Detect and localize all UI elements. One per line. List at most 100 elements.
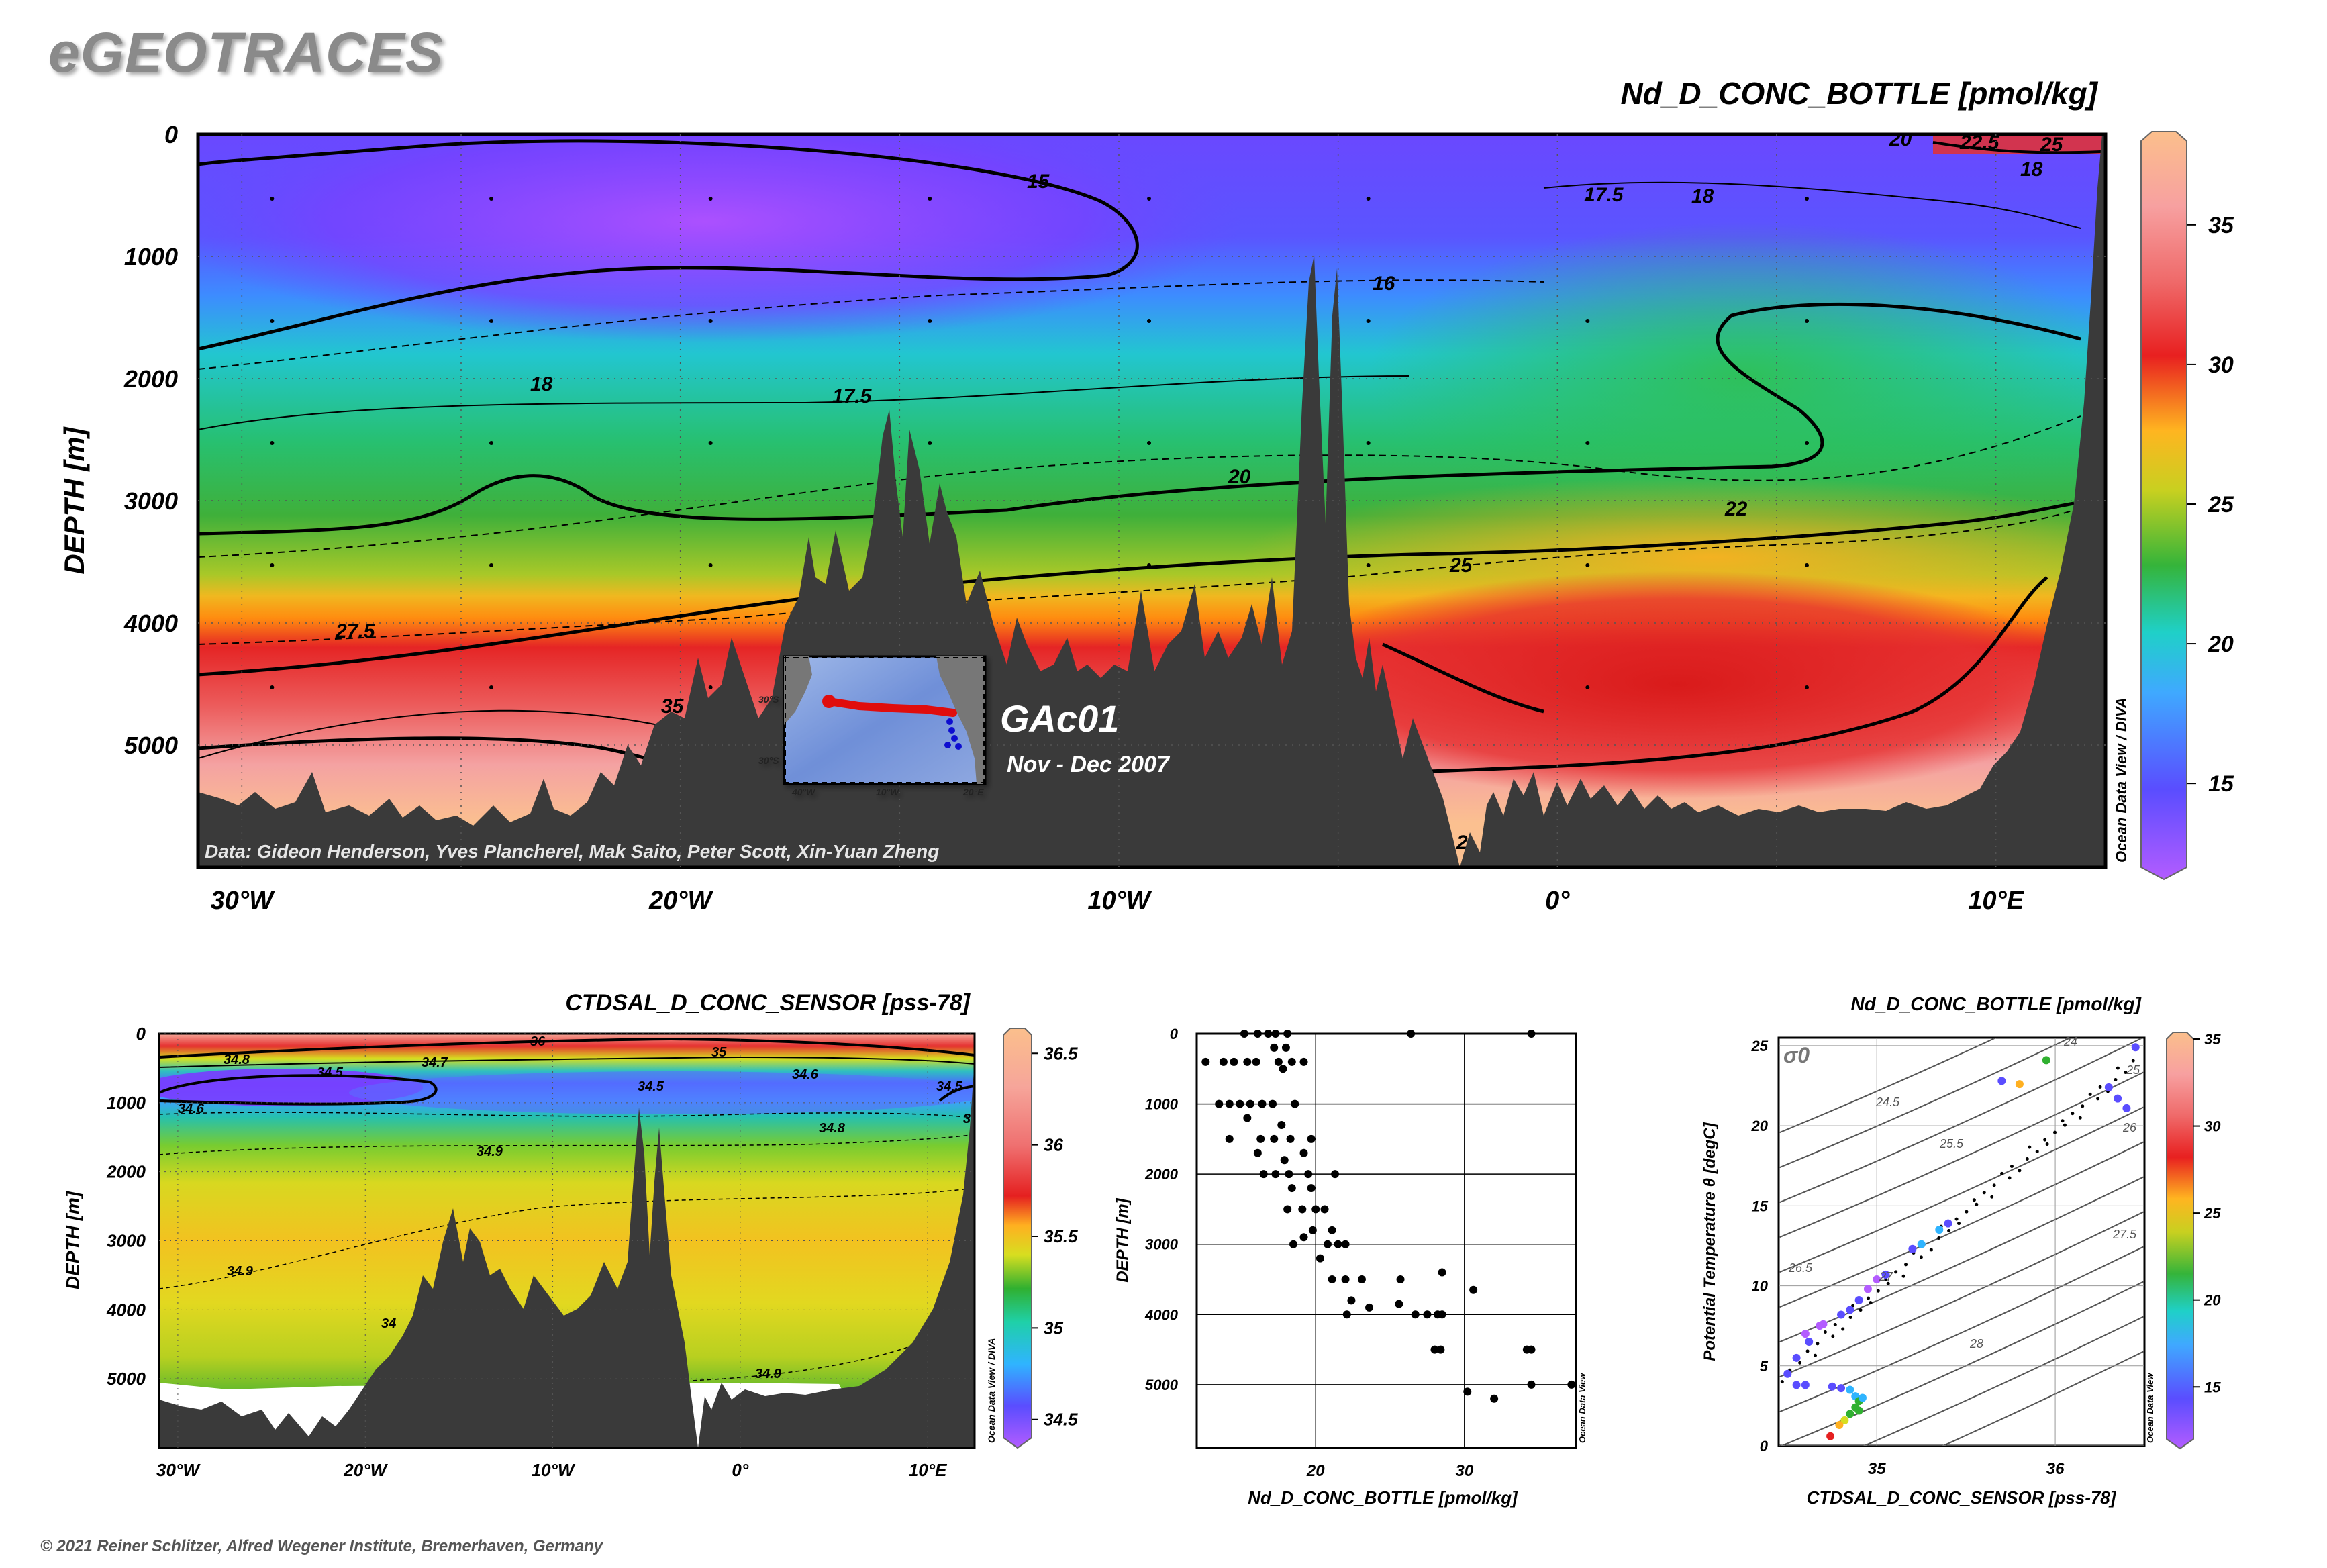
ts-point [1917, 1240, 1926, 1248]
ts-point [1908, 1244, 1917, 1253]
y-tick-label: 5000 [1145, 1377, 1179, 1393]
ts-background-point [1886, 1281, 1890, 1285]
profile-point [1304, 1170, 1313, 1179]
inset-land-south-america [784, 656, 812, 725]
svg-text:26: 26 [2122, 1121, 2137, 1134]
station-marker [1585, 685, 1590, 689]
colorbar-tick-label: 15 [2208, 771, 2234, 797]
profile-point [1423, 1310, 1432, 1319]
isopycnal-line [1941, 1350, 2144, 1446]
contour-label: 22.5 [1959, 132, 2000, 154]
profile-point [1334, 1240, 1342, 1248]
ts-background-point [1937, 1236, 1941, 1240]
x-tick-label: 10°E [1968, 887, 2024, 915]
main-section-title: Nd_D_CONC_BOTTLE [pmol/kg] [1621, 76, 2099, 111]
colorbar-tick-label: 20 [2204, 1292, 2221, 1309]
profile-point [1279, 1065, 1287, 1073]
ts-background-point [1831, 1334, 1835, 1338]
main-y-axis-label: DEPTH [m] [58, 426, 90, 574]
ts-background-point [1848, 1316, 1852, 1320]
profile-point [1287, 1184, 1296, 1193]
ts-point [2131, 1043, 2140, 1052]
ts-background-point [2114, 1077, 2118, 1081]
profile-y-axis-label: DEPTH [m] [1113, 1197, 1132, 1282]
profile-point [1201, 1057, 1210, 1066]
salinity-watermark: Ocean Data View / DIVA [986, 1338, 997, 1443]
sal-contour-label: 35 [711, 1045, 727, 1060]
profile-x-axis: 20 30 [1306, 1462, 1474, 1480]
profile-point [1280, 1156, 1289, 1165]
svg-text:27.5: 27.5 [2112, 1228, 2137, 1241]
station-marker [708, 197, 713, 201]
y-tick-label: 15 [1752, 1197, 1769, 1214]
contour-label: 25 [2040, 134, 2064, 156]
svg-text:27: 27 [1879, 1270, 1893, 1283]
y-tick-label: 2000 [123, 365, 178, 393]
svg-text:25.5: 25.5 [1939, 1137, 1964, 1150]
profile-point [1395, 1300, 1403, 1308]
y-tick-label: 2000 [1144, 1166, 1179, 1183]
sal-blue-band [349, 1071, 975, 1114]
profile-point [1342, 1310, 1351, 1319]
isopycnal-line [1779, 1280, 2144, 1446]
profile-point [1323, 1240, 1332, 1248]
station-marker [270, 197, 275, 201]
y-tick-label: 1000 [1145, 1096, 1179, 1113]
ts-background-point [1805, 1349, 1810, 1353]
ts-background-point [1869, 1301, 1873, 1305]
profile-point [1253, 1030, 1262, 1038]
ts-watermark: Ocean Data View [2145, 1373, 2155, 1443]
contour-label: 25 [1449, 554, 1473, 577]
ts-point [1837, 1310, 1846, 1319]
profile-watermark: Ocean Data View [1577, 1373, 1587, 1443]
profile-point [1271, 1170, 1280, 1179]
profile-point [1407, 1030, 1416, 1038]
salinity-colorbar: 34.5 35 35.5 36 36.5 [1003, 1028, 1078, 1449]
colorbar-tick-label: 35 [2204, 1031, 2221, 1048]
station-marker [1366, 441, 1371, 445]
station-marker [1147, 197, 1151, 201]
profile-point [1411, 1310, 1420, 1319]
ts-point [1858, 1393, 1867, 1402]
ts-point [2104, 1083, 2113, 1091]
isopycnal-line [1779, 1038, 2072, 1169]
y-tick-label: 0 [164, 121, 178, 148]
contour-label: 18 [530, 373, 553, 395]
ts-point [1805, 1338, 1814, 1346]
x-tick-label: 35 [1868, 1460, 1886, 1478]
profile-point [1396, 1275, 1405, 1284]
ts-background-point [2124, 1071, 2128, 1075]
ts-point [1854, 1406, 1863, 1415]
sal-contour-label: 34.7 [422, 1055, 448, 1070]
profile-point [1283, 1205, 1292, 1214]
profile-point [1311, 1205, 1320, 1214]
contour-label: 2 [1456, 832, 1468, 854]
ts-x-axis-label: CTDSAL_D_CONC_SENSOR [pss-78] [1807, 1487, 2117, 1508]
colorbar-tick-label: 25 [2204, 1205, 2221, 1222]
sal-contour-label: 3 [963, 1112, 971, 1126]
ts-background-point [2078, 1116, 2082, 1120]
ts-background-point [1780, 1380, 1784, 1384]
ts-background-point [1798, 1361, 1802, 1365]
ts-point [2122, 1104, 2131, 1112]
sal-contour-label: 34.8 [224, 1052, 250, 1067]
contour-label: 15 [1027, 170, 1050, 193]
profile-point [1240, 1030, 1248, 1038]
ts-background-point [1965, 1210, 1969, 1214]
y-tick-label: 3000 [124, 487, 178, 515]
x-tick-label: 0° [732, 1460, 748, 1480]
station-marker [270, 563, 275, 567]
colorbar-tick-label: 34.5 [1044, 1410, 1078, 1430]
profile-point [1527, 1380, 1536, 1389]
ts-point [1801, 1381, 1810, 1389]
station-marker [928, 197, 932, 201]
station-marker [1805, 197, 1809, 201]
ts-point [1826, 1432, 1835, 1440]
profile-point [1299, 1057, 1308, 1066]
y-tick-label: 4000 [106, 1300, 146, 1320]
x-tick-label: 30°W [156, 1460, 201, 1480]
ts-point [1854, 1296, 1863, 1305]
profile-point [1436, 1345, 1445, 1354]
ts-x-axis: 35 36 [1868, 1460, 2065, 1478]
